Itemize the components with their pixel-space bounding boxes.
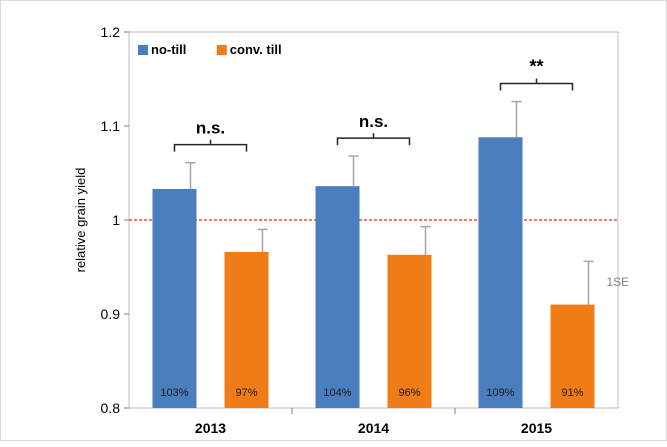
significance-label: ** (529, 57, 543, 77)
bar (387, 254, 432, 408)
error-bar-annotation: 1SE (607, 275, 630, 289)
bar-data-label: 97% (235, 387, 257, 399)
bar (550, 304, 595, 408)
y-tick-label: 1 (112, 212, 120, 228)
bar-data-label: 104% (323, 387, 351, 399)
bar (224, 251, 269, 408)
legend-label: conv. till (230, 42, 282, 57)
significance-bracket (173, 139, 248, 152)
significance-bracket (336, 133, 411, 146)
bar-data-label: 96% (398, 387, 420, 399)
x-tick-label: 2013 (195, 420, 226, 436)
x-tick-label: 2015 (521, 420, 552, 436)
bar-data-label: 91% (561, 387, 583, 399)
y-axis-label: relative grain yield (73, 168, 88, 273)
bar (478, 137, 523, 408)
y-tick-label: 0.8 (101, 400, 121, 416)
legend-swatch (216, 45, 227, 55)
bar-data-label: 103% (160, 387, 188, 399)
y-tick-label: 1.1 (101, 118, 121, 134)
bar (315, 186, 360, 408)
significance-label: n.s. (196, 119, 225, 138)
significance-bracket (499, 78, 574, 91)
bar-data-label: 109% (486, 387, 514, 399)
significance-label: n.s. (359, 112, 388, 131)
y-tick-label: 0.9 (101, 306, 121, 322)
x-tick-label: 2014 (358, 420, 389, 436)
legend-label: no-till (151, 42, 186, 57)
legend-swatch (138, 45, 148, 55)
bar (152, 188, 197, 408)
y-tick-label: 1.2 (101, 24, 121, 40)
